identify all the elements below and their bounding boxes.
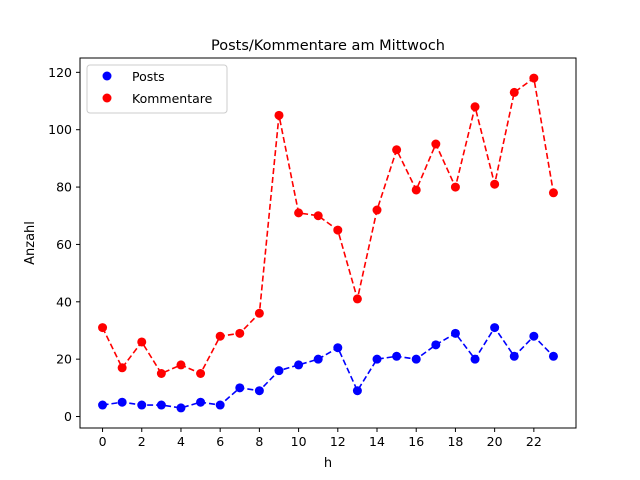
data-point-posts [215, 400, 225, 410]
x-tick-label: 6 [216, 434, 224, 449]
legend-label-kommentare: Kommentare [132, 91, 213, 106]
y-tick-label: 100 [48, 122, 72, 137]
legend-marker-posts [102, 71, 112, 81]
data-point-kommentare [333, 225, 343, 235]
y-tick-label: 120 [48, 65, 72, 80]
data-point-posts [274, 366, 284, 376]
data-point-kommentare [352, 294, 362, 304]
y-tick-label: 20 [56, 352, 72, 367]
data-point-kommentare [156, 369, 166, 378]
data-point-posts [411, 354, 421, 364]
data-point-posts [176, 403, 186, 413]
data-point-kommentare [431, 139, 441, 149]
y-tick-label: 80 [56, 180, 72, 195]
series-line-posts [102, 326, 555, 409]
data-point-kommentare [392, 145, 402, 155]
data-point-posts [333, 343, 343, 353]
data-point-posts [98, 400, 108, 410]
x-tick-label: 14 [369, 434, 385, 449]
data-point-posts [117, 397, 127, 407]
legend-box [86, 64, 228, 114]
data-point-posts [431, 340, 441, 350]
data-point-posts [137, 400, 147, 410]
x-tick-label: 12 [330, 434, 346, 449]
data-point-kommentare [176, 360, 186, 370]
data-point-kommentare [196, 369, 206, 378]
x-tick-label: 4 [177, 434, 185, 449]
series-line-kommentare [101, 76, 555, 375]
x-axis-label: h [324, 456, 332, 471]
data-point-posts [548, 351, 558, 361]
data-point-posts [372, 354, 382, 364]
y-tick-label: 40 [56, 294, 72, 309]
data-point-kommentare [470, 102, 480, 112]
data-point-kommentare [372, 205, 382, 215]
x-tick-label: 0 [99, 434, 107, 449]
data-point-kommentare [529, 73, 539, 83]
legend-label-posts: Posts [132, 69, 165, 84]
data-point-kommentare [490, 179, 500, 189]
data-point-posts [470, 354, 480, 364]
x-tick-label: 10 [291, 434, 307, 449]
y-axis-label: Anzahl [23, 221, 38, 265]
legend: Posts Kommentare [86, 64, 228, 114]
plot-frame [79, 57, 577, 429]
data-point-kommentare [294, 208, 304, 218]
data-point-posts [313, 354, 323, 364]
data-point-kommentare [98, 323, 108, 333]
data-point-kommentare [254, 308, 264, 318]
data-point-kommentare [548, 188, 558, 198]
data-point-kommentare [411, 185, 421, 195]
data-point-posts [254, 386, 264, 396]
x-tick-label: 18 [447, 434, 463, 449]
data-point-kommentare [274, 110, 284, 120]
data-point-posts [235, 383, 245, 393]
data-point-posts [450, 328, 460, 338]
data-point-posts [509, 351, 519, 361]
x-tick-label: 8 [255, 434, 263, 449]
data-point-kommentare [235, 328, 245, 338]
data-point-posts [156, 400, 166, 410]
data-point-posts [352, 386, 362, 396]
x-tick-label: 16 [408, 434, 424, 449]
data-point-posts [196, 397, 206, 407]
data-point-posts [392, 351, 402, 361]
data-point-kommentare [313, 211, 323, 221]
data-point-kommentare [215, 331, 225, 341]
data-point-kommentare [117, 363, 127, 373]
data-point-posts [490, 323, 500, 333]
y-tick-label: 0 [64, 409, 72, 424]
x-tick-label: 2 [138, 434, 146, 449]
data-point-kommentare [509, 87, 519, 97]
legend-marker-kommentare [102, 93, 112, 103]
chart-title: Posts/Kommentare am Mittwoch [211, 38, 445, 54]
tick-layer: 0 2 4 6 8 10 12 14 16 18 20 22 0 20 40 60 80 100 120 [48, 65, 542, 449]
data-point-posts [294, 360, 304, 370]
x-tick-label: 22 [526, 434, 542, 449]
data-point-kommentare [137, 337, 147, 347]
data-point-kommentare [450, 182, 460, 192]
series-layer [98, 73, 558, 413]
x-tick-label: 20 [487, 434, 503, 449]
y-tick-label: 60 [56, 237, 72, 252]
data-point-posts [529, 331, 539, 341]
